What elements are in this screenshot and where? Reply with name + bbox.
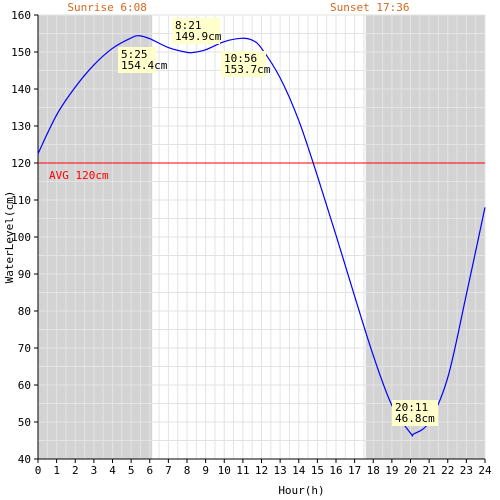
x-tick-label: 4 (109, 464, 116, 477)
x-tick-label: 3 (91, 464, 98, 477)
x-tick-label: 6 (146, 464, 153, 477)
y-tick-label: 150 (11, 46, 31, 59)
sunrise-label: Sunrise 6:08 (67, 1, 146, 14)
x-tick-label: 7 (165, 464, 172, 477)
y-tick-label: 160 (11, 9, 31, 22)
x-tick-label: 16 (329, 464, 342, 477)
x-tick-label: 8 (184, 464, 191, 477)
x-tick-label: 19 (385, 464, 398, 477)
y-tick-label: 40 (18, 453, 31, 466)
x-tick-label: 24 (478, 464, 492, 477)
x-tick-label: 21 (423, 464, 436, 477)
annotation-value: 153.7cm (224, 63, 271, 76)
annotation-value: 46.8cm (395, 412, 435, 425)
x-tick-label: 12 (255, 464, 268, 477)
y-tick-label: 50 (18, 416, 31, 429)
annotation-box (392, 400, 438, 426)
annotation-value: 154.4cm (121, 59, 168, 72)
x-tick-label: 9 (202, 464, 209, 477)
x-axis-title: Hour(h) (278, 484, 324, 497)
x-tick-label: 23 (460, 464, 473, 477)
x-tick-label: 13 (274, 464, 287, 477)
annotation-value: 149.9cm (175, 30, 222, 43)
x-tick-label: 15 (311, 464, 324, 477)
x-tick-label: 22 (441, 464, 454, 477)
annotation-box (172, 18, 220, 44)
y-axis-title: WaterLevel(cm) (3, 191, 16, 284)
x-tick-label: 17 (348, 464, 361, 477)
y-tick-label: 120 (11, 157, 31, 170)
x-tick-label: 18 (367, 464, 380, 477)
y-tick-label: 70 (18, 342, 31, 355)
annotation-box (221, 51, 266, 77)
annotation-time: 10:56 (224, 52, 257, 65)
y-tick-label: 130 (11, 120, 31, 133)
x-tick-label: 10 (218, 464, 231, 477)
x-tick-label: 1 (53, 464, 60, 477)
y-tick-label: 60 (18, 379, 31, 392)
annotation-box (118, 47, 156, 73)
y-tick-label: 110 (11, 194, 31, 207)
y-tick-label: 90 (18, 268, 31, 281)
y-tick-label: 140 (11, 83, 31, 96)
annotation-time: 8:21 (175, 19, 202, 32)
annotation-time: 20:11 (395, 401, 428, 414)
average-label: AVG 120cm (49, 169, 109, 182)
tide-line (37, 35, 486, 437)
y-tick-label: 80 (18, 305, 31, 318)
y-tick-label: 100 (11, 231, 31, 244)
x-tick-label: 2 (72, 464, 79, 477)
sunset-label: Sunset 17:36 (330, 1, 409, 14)
x-tick-label: 11 (236, 464, 249, 477)
x-tick-label: 20 (404, 464, 417, 477)
annotation-time: 5:25 (121, 48, 148, 61)
x-tick-label: 0 (35, 464, 42, 477)
x-tick-label: 5 (128, 464, 135, 477)
x-tick-label: 14 (292, 464, 306, 477)
